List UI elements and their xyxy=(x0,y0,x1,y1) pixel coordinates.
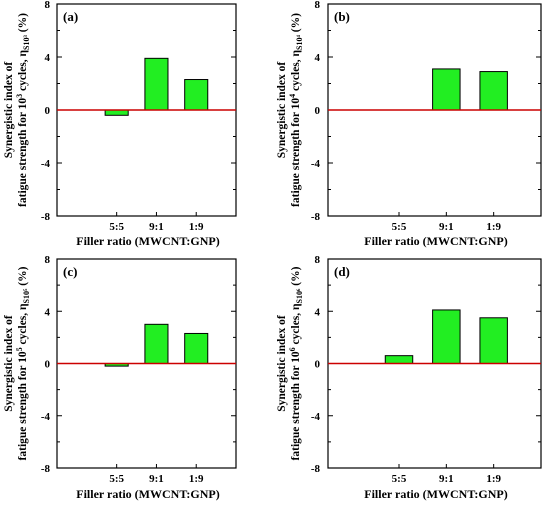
y-axis-title-rest: cycles, η xyxy=(290,49,302,93)
x-axis-title: Filler ratio (MWCNT:GNP) xyxy=(364,234,508,248)
y-tick-label: -4 xyxy=(41,411,51,423)
y-tick-label: -8 xyxy=(311,211,321,223)
y-axis-title-exponent: 5 xyxy=(15,347,24,351)
y-tick-label: 8 xyxy=(45,254,51,266)
x-tick-label: 9:1 xyxy=(149,221,164,233)
y-axis-title-line1: Synergistic index of xyxy=(276,315,288,412)
y-axis-title-subscript: S10³ xyxy=(22,34,31,49)
y-axis-title-rest: cycles, η xyxy=(290,303,302,347)
x-tick-label: 5:5 xyxy=(392,473,407,485)
y-axis-title: Synergistic index of fatigue strength for… xyxy=(276,266,304,460)
bar-1-9 xyxy=(479,317,508,364)
x-tick-label: 1:9 xyxy=(189,473,204,485)
y-tick-label: 8 xyxy=(315,254,321,266)
y-tick-label: 8 xyxy=(315,0,321,11)
y-axis-title-text: fatigue strength for 10 xyxy=(17,98,29,207)
x-tick-label: 5:5 xyxy=(109,221,124,233)
chart-panel-4: -8 -4 0 4 8 5:5 9:1 1:9 (d) Filler ratio (MWCNT:G… xyxy=(276,254,542,501)
y-axis-title-unit: (%) xyxy=(17,13,29,35)
panel-label: (b) xyxy=(334,9,350,24)
y-axis-title-unit: (%) xyxy=(290,266,302,288)
y-tick-label: 4 xyxy=(45,306,51,318)
y-tick-label: 4 xyxy=(45,52,51,64)
y-tick-label: 0 xyxy=(315,359,321,371)
y-tick-label: 4 xyxy=(315,306,321,318)
y-tick-label: -4 xyxy=(311,411,321,423)
chart-panel-2: -8 -4 0 4 8 5:5 9:1 1:9 (b) Filler ratio (MWCNT:G… xyxy=(276,0,542,248)
chart-panel-1: -8 -4 0 4 8 5:5 9:1 1:9 (a) Filler ratio (MWCNT:G… xyxy=(3,0,237,248)
y-axis-title-line1: Synergistic index of xyxy=(3,62,15,159)
y-axis-title-line2: fatigue strength for 105 cycles, ηS10⁵ (… xyxy=(15,266,31,460)
y-tick-label: 0 xyxy=(45,359,51,371)
y-tick-label: 0 xyxy=(315,105,321,117)
y-axis-title-text: fatigue strength for 10 xyxy=(17,351,29,460)
bar-1-9 xyxy=(184,332,209,364)
y-axis-title-text: fatigue strength for 10 xyxy=(290,98,302,207)
x-tick-label: 1:9 xyxy=(486,221,501,233)
bar-9-1 xyxy=(432,309,461,365)
y-axis-title-unit: (%) xyxy=(290,13,302,35)
y-axis-title-text: fatigue strength for 10 xyxy=(290,351,302,460)
x-tick-label: 9:1 xyxy=(149,473,164,485)
y-axis-title-exponent: 3 xyxy=(15,94,24,98)
x-tick-label: 5:5 xyxy=(392,221,407,233)
bar-1-9 xyxy=(479,71,508,111)
x-tick-label: 1:9 xyxy=(189,221,204,233)
bar-5-5 xyxy=(384,355,414,365)
panel-label: (a) xyxy=(63,9,78,24)
y-axis-title-unit: (%) xyxy=(17,266,29,288)
x-axis-title: Filler ratio (MWCNT:GNP) xyxy=(76,234,220,248)
y-axis-title-line2: fatigue strength for 104 cycles, ηS10⁴ (… xyxy=(288,13,304,207)
y-axis-title: Synergistic index of fatigue strength for… xyxy=(3,13,31,207)
y-axis-title: Synergistic index of fatigue strength for… xyxy=(3,266,31,460)
x-axis-title: Filler ratio (MWCNT:GNP) xyxy=(76,487,220,501)
bar-9-1 xyxy=(144,323,169,364)
y-axis-title-subscript: S10⁵ xyxy=(22,288,31,303)
bar-9-1 xyxy=(432,68,461,111)
y-tick-label: -8 xyxy=(41,211,51,223)
y-axis-title-rest: cycles, η xyxy=(17,49,29,93)
x-axis-title: Filler ratio (MWCNT:GNP) xyxy=(364,487,508,501)
y-axis-title-rest: cycles, η xyxy=(17,303,29,347)
y-axis-title-subscript: S10⁶ xyxy=(295,288,304,303)
y-axis-title-subscript: S10⁴ xyxy=(295,34,304,49)
x-tick-label: 5:5 xyxy=(109,473,124,485)
bar-1-9 xyxy=(184,79,209,111)
y-axis-title: Synergistic index of fatigue strength for… xyxy=(276,13,304,207)
panel-label: (c) xyxy=(63,264,77,279)
y-tick-label: 0 xyxy=(45,105,51,117)
y-tick-label: -8 xyxy=(41,463,51,475)
y-tick-label: -8 xyxy=(311,463,321,475)
y-axis-title-line2: fatigue strength for 106 cycles, ηS10⁶ (… xyxy=(288,266,304,460)
y-axis-title-line1: Synergistic index of xyxy=(3,315,15,412)
y-tick-label: -4 xyxy=(311,158,321,170)
y-axis-title-exponent: 4 xyxy=(288,94,297,98)
y-tick-label: 4 xyxy=(315,52,321,64)
y-tick-label: -4 xyxy=(41,158,51,170)
x-tick-label: 1:9 xyxy=(486,473,501,485)
y-axis-title-line1: Synergistic index of xyxy=(276,62,288,159)
x-tick-label: 9:1 xyxy=(439,473,454,485)
y-axis-title-line2: fatigue strength for 103 cycles, ηS10³ (… xyxy=(15,13,31,207)
y-tick-label: 8 xyxy=(45,0,51,11)
y-axis-title-exponent: 6 xyxy=(288,347,297,351)
panel-label: (d) xyxy=(334,264,350,279)
x-tick-label: 9:1 xyxy=(439,221,454,233)
bar-9-1 xyxy=(144,57,169,111)
chart-panel-3: -8 -4 0 4 8 5:5 9:1 1:9 (c) Filler ratio (MWCNT:G… xyxy=(3,254,237,501)
